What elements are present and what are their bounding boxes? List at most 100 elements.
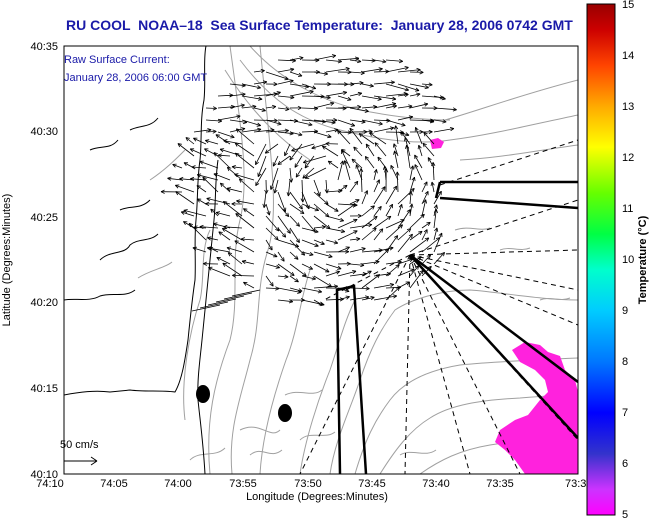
current-vector-head: [355, 199, 360, 203]
current-vector: [349, 224, 372, 229]
current-vector-head: [252, 104, 257, 109]
current-vector: [349, 71, 365, 74]
current-vector: [175, 184, 195, 193]
current-vector: [351, 158, 363, 169]
current-vector: [241, 83, 261, 89]
current-vector-head: [417, 144, 422, 150]
current-vector-head: [409, 203, 414, 208]
current-vector-head: [196, 198, 202, 203]
current-vector: [409, 103, 428, 109]
current-vector: [301, 275, 316, 280]
current-vector: [277, 203, 290, 217]
current-vector: [349, 248, 366, 253]
current-vector: [291, 143, 315, 152]
current-vector-head: [240, 237, 245, 242]
current-vector-head: [291, 147, 296, 152]
current-vector-head: [202, 176, 207, 182]
current-vector: [385, 219, 405, 229]
current-vector: [167, 177, 183, 181]
current-vector-head: [431, 162, 436, 167]
lon-tick-label: 73:35: [486, 478, 514, 490]
current-vector: [421, 191, 429, 205]
current-vector-head: [341, 149, 345, 154]
current-vector-head: [275, 264, 280, 269]
current-vector: [217, 106, 235, 109]
current-vector-head: [160, 189, 165, 194]
current-vector-head: [288, 299, 294, 304]
current-vector: [385, 261, 402, 265]
current-vector: [294, 155, 303, 168]
current-vector-head: [314, 207, 319, 212]
current-vector: [204, 148, 219, 157]
current-vector: [385, 286, 400, 301]
current-vector-head: [331, 54, 337, 59]
current-vector: [277, 227, 287, 238]
current-vector-head: [226, 187, 232, 192]
current-vector: [361, 270, 372, 277]
current-vector-head: [373, 215, 378, 221]
current-vector-head: [408, 191, 413, 196]
current-vector-head: [398, 204, 403, 209]
current-vector: [241, 106, 257, 109]
current-vector-head: [351, 203, 356, 208]
current-vector: [433, 209, 437, 229]
current-vector-head: [335, 270, 340, 275]
current-vector: [223, 226, 243, 229]
current-vector-head: [213, 173, 218, 177]
current-vector-head: [441, 96, 446, 101]
lat-tick-label: 40:35: [30, 41, 58, 53]
current-vector-head: [285, 212, 290, 217]
current-vector: [406, 144, 411, 169]
lon-tick-label: 73:45: [358, 478, 386, 490]
current-vector-head: [325, 141, 330, 146]
current-vector: [217, 94, 234, 97]
current-vector: [337, 119, 355, 127]
current-vector: [361, 95, 382, 100]
current-vector-head: [284, 128, 289, 133]
current-vector-head: [285, 106, 290, 112]
current-vector: [301, 263, 313, 270]
current-vector: [385, 93, 408, 97]
current-vector-head: [373, 169, 378, 174]
current-vector: [205, 131, 217, 133]
current-vector: [242, 260, 255, 265]
current-vector: [325, 263, 342, 270]
current-vector: [409, 237, 430, 253]
current-vector: [277, 275, 289, 278]
current-vector-head: [206, 246, 212, 251]
current-vector-head: [370, 205, 375, 210]
current-vector-head: [295, 222, 300, 227]
current-vector: [373, 206, 382, 217]
current-vector: [313, 119, 336, 124]
current-vector-head: [424, 237, 430, 242]
current-vector: [265, 215, 280, 232]
current-vector-head: [238, 178, 244, 183]
current-vector: [235, 213, 255, 229]
current-vector: [361, 106, 378, 109]
current-vector: [373, 228, 384, 241]
current-vector-head: [321, 225, 326, 230]
current-vector: [353, 146, 363, 157]
current-vector: [191, 304, 221, 312]
current-vector: [421, 254, 431, 265]
current-vector: [385, 264, 400, 277]
colorbar-tick-label: 13: [622, 101, 634, 113]
current-vector-head: [323, 71, 329, 76]
current-vector-head: [234, 240, 239, 245]
current-vector: [289, 119, 313, 126]
current-vector-head: [299, 56, 304, 61]
current-vector: [301, 203, 319, 211]
current-vector-head: [426, 221, 431, 226]
current-vector-head: [277, 121, 282, 126]
current-vector-head: [235, 128, 241, 133]
current-vector: [232, 275, 255, 277]
current-vector: [409, 93, 421, 97]
current-vector: [349, 127, 363, 145]
current-vector: [337, 160, 344, 181]
current-vector-head: [395, 171, 400, 176]
current-vector-head: [377, 96, 382, 101]
current-vector-head: [408, 104, 413, 109]
current-vector: [264, 143, 279, 154]
current-vector: [234, 142, 255, 157]
current-vector-head: [401, 122, 406, 127]
